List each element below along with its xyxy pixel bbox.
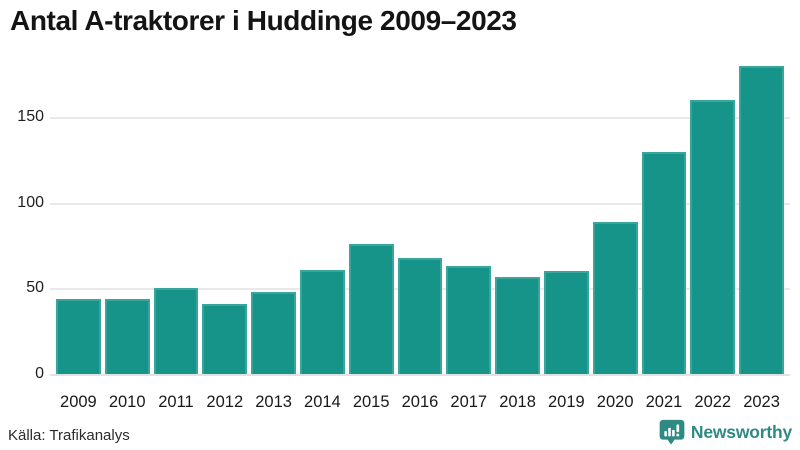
x-tick-label-2012: 2012 [206,393,244,411]
x-tick-label-2021: 2021 [645,393,683,411]
bar-2023 [739,66,784,374]
bar-2020 [592,222,638,374]
bar-2011 [153,288,199,374]
x-tick-label-2016: 2016 [401,393,439,411]
x-tick-label-2014: 2014 [304,393,341,411]
bar-2022 [690,100,736,374]
bar-2009 [56,299,101,374]
bars-area [56,44,784,374]
chart-title: Antal A-traktorer i Huddinge 2009–2023 [10,5,517,36]
x-tick-label-2023: 2023 [743,393,780,411]
x-tick-label-2019: 2019 [548,393,585,411]
x-tick-label-2017: 2017 [450,393,488,411]
bar-2017 [446,266,492,374]
y-tick-label-0: 0 [35,365,44,382]
x-tick-label-2022: 2022 [694,393,732,411]
newsworthy-wordmark: Newsworthy [690,421,792,442]
newsworthy-logo-link[interactable]: Newsworthy [659,419,792,445]
x-tick-label-2018: 2018 [499,393,536,411]
x-tick-label-2010: 2010 [108,393,146,411]
gridline-150 [50,117,790,119]
x-axis-labels: 2009 2010 2011 2012 2013 2014 2015 2016 2017 2018… [56,393,784,412]
x-tick-label-2013: 2013 [255,393,292,411]
bar-2013 [251,292,296,374]
x-tick-label-2020: 2020 [596,393,634,411]
gridline-100 [50,203,790,205]
bar-2015 [348,244,394,374]
newsworthy-bubble-chart-icon [659,419,685,445]
x-tick-label-2011: 2011 [158,393,194,411]
bar-2018 [495,277,540,374]
x-tick-label-2009: 2009 [60,393,97,411]
bar-2021 [641,152,687,374]
gridline-0 [50,374,790,376]
y-tick-label-150: 150 [17,108,44,125]
bar-2016 [397,258,443,374]
bar-2019 [543,271,589,374]
x-tick-label-2015: 2015 [352,393,390,411]
bar-2012 [202,304,248,374]
source-note: Källa: Trafikanalys [8,427,130,444]
bar-2014 [299,270,345,374]
y-tick-label-100: 100 [17,194,44,211]
bar-2010 [104,299,150,374]
y-tick-label-50: 50 [26,279,44,296]
